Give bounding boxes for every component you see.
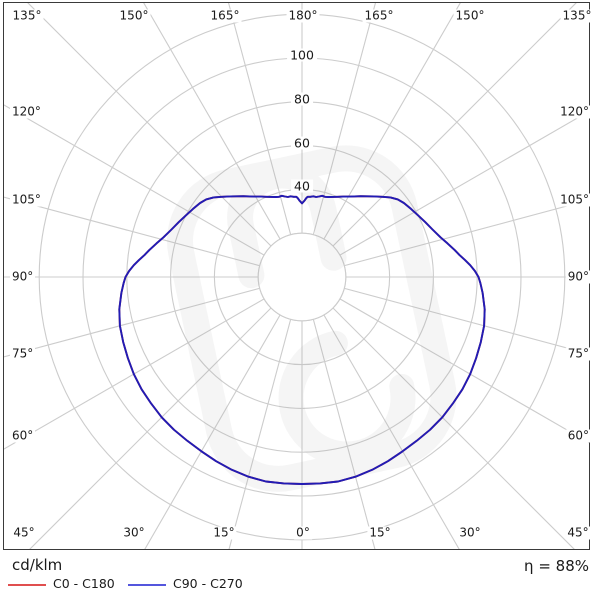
angle-label-top: 150° (117, 8, 151, 23)
radial-tick-label: 60 (291, 136, 313, 150)
angle-label-right: 75° (565, 346, 591, 361)
manufacturer-logo-watermark (167, 145, 457, 492)
angle-label-bottom: 30° (457, 525, 483, 540)
angle-label-top: 135° (560, 8, 594, 23)
efficiency-label: η = 88% (524, 557, 589, 575)
angle-label-right: 105° (558, 192, 591, 207)
angle-label-bottom: 30° (121, 525, 147, 540)
angle-label-right: 60° (565, 428, 591, 443)
legend-label-c0-c180: C0 - C180 (53, 576, 115, 591)
angle-label-left: 120° (10, 104, 43, 119)
radial-tick-label: 100 (287, 48, 317, 62)
angle-label-right: 120° (558, 104, 591, 119)
angle-label-bottom: 0° (294, 525, 312, 540)
radial-tick-label: 80 (291, 92, 313, 106)
angle-label-top: 180° (286, 8, 320, 23)
angle-label-left: 105° (10, 192, 43, 207)
angle-label-top: 135° (10, 8, 44, 23)
plot-border (3, 2, 590, 550)
legend-label-c90-c270: C90 - C270 (173, 576, 243, 591)
angle-label-top: 165° (362, 8, 396, 23)
legend-swatch-c0-c180 (8, 584, 46, 587)
radial-tick-label: 40 (291, 179, 313, 193)
angle-label-bottom: 45° (565, 525, 591, 540)
curve-c90-c270 (118, 194, 486, 485)
angle-label-left: 90° (10, 269, 36, 284)
legend-swatch-c90-c270 (128, 584, 166, 587)
angle-label-left: 75° (10, 346, 36, 361)
angle-label-bottom: 45° (11, 525, 37, 540)
angle-label-top: 150° (453, 8, 487, 23)
angle-label-top: 165° (208, 8, 242, 23)
angle-label-bottom: 15° (367, 525, 393, 540)
angle-label-left: 60° (10, 428, 36, 443)
angle-label-right: 90° (565, 269, 591, 284)
unit-label: cd/klm (12, 556, 63, 574)
angle-label-bottom: 15° (211, 525, 237, 540)
